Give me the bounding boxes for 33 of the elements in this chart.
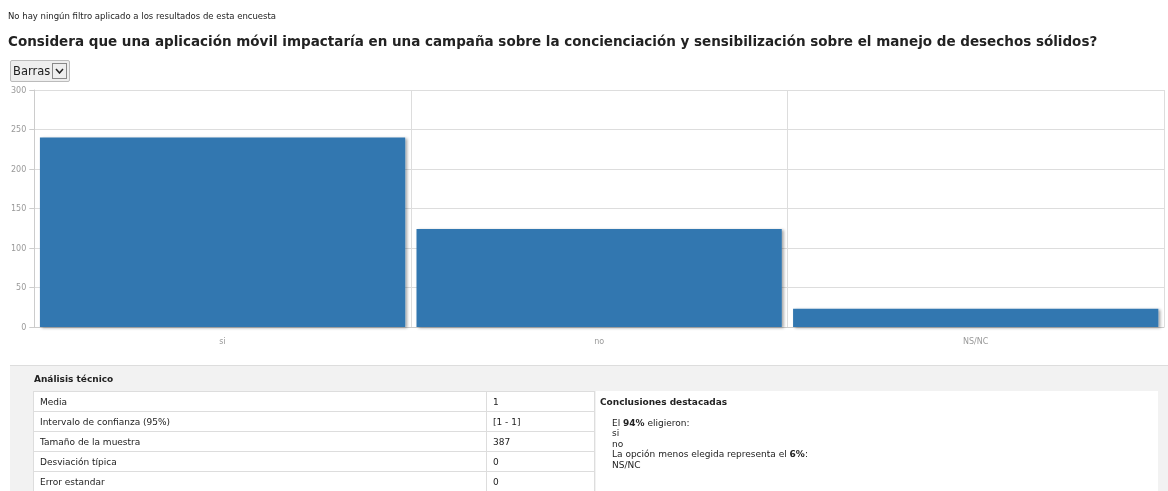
text: [1 - 1] (486, 411, 595, 432)
bar (416, 229, 782, 327)
text: El 94% eligieron: (612, 417, 690, 428)
x-tick-label: si (219, 336, 226, 346)
x-tick-label: no (594, 336, 605, 346)
y-tick-label: 250 (10, 125, 27, 134)
text: Error estandar (33, 471, 487, 491)
text: Intervalo de confianza (95%) (33, 411, 487, 432)
chart-type-dropdown: Barras (10, 60, 71, 82)
text: 387 (486, 431, 595, 452)
text: Tamaño de la muestra (33, 431, 487, 452)
y-tick-label: 0 (21, 322, 27, 332)
x-tick-label: NS/NC (963, 336, 989, 346)
y-tick-label: 200 (10, 164, 27, 174)
text: NS/NC (612, 459, 641, 470)
text: 1 (486, 391, 595, 412)
text: 0 (486, 451, 595, 472)
text: La opción menos elegida representa el 6%: (612, 449, 808, 459)
y-tick-label: 50 (16, 283, 27, 292)
y-tick-label: 150 (10, 204, 27, 213)
text: No hay ningún filtro aplicado a los resultados de esta encuesta (8, 11, 277, 21)
bar (793, 308, 1159, 327)
bar (39, 137, 406, 327)
text: si (612, 428, 620, 438)
text: Conclusiones destacadas (599, 396, 729, 408)
chart-title: Considera que una aplicación móvil impactaría en una campaña sobre la concienciación y sensibilización sobre el manejo de desechos sólidos? (8, 33, 1098, 49)
text: 0 (486, 471, 595, 491)
y-tick-label: 100 (10, 243, 27, 253)
text: Desviación típica (33, 451, 487, 472)
y-tick-label: 300 (10, 85, 27, 95)
text: no (612, 438, 624, 449)
text: Análisis técnico (34, 374, 114, 384)
text: Media (33, 391, 487, 412)
